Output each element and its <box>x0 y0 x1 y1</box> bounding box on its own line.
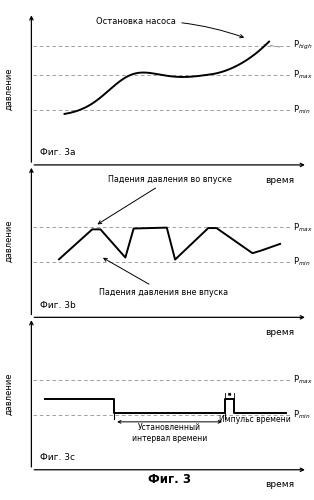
Text: P$_{min}$: P$_{min}$ <box>293 104 310 116</box>
Text: Падения давления во впуске: Падения давления во впуске <box>98 175 231 224</box>
Text: Остановка насоса: Остановка насоса <box>96 16 243 38</box>
Text: время: время <box>266 328 295 337</box>
Text: P$_{high}$: P$_{high}$ <box>293 40 312 52</box>
Text: время: время <box>266 176 295 184</box>
Text: Установленный
интервал времени: Установленный интервал времени <box>132 424 207 442</box>
Text: Импульс времени: Импульс времени <box>219 414 291 424</box>
Text: время: время <box>266 480 295 490</box>
Text: Падения давления вне впуска: Падения давления вне впуска <box>100 258 229 298</box>
Text: P$_{max}$: P$_{max}$ <box>293 374 312 386</box>
Text: P$_{min}$: P$_{min}$ <box>293 256 310 268</box>
Text: давление: давление <box>5 372 14 415</box>
Text: давление: давление <box>5 220 14 262</box>
Text: P$_{max}$: P$_{max}$ <box>293 221 312 234</box>
Text: Фиг. 3c: Фиг. 3c <box>40 453 75 462</box>
Text: давление: давление <box>5 68 14 110</box>
Text: Фиг. 3: Фиг. 3 <box>148 473 191 486</box>
Text: Фиг. 3b: Фиг. 3b <box>40 300 75 310</box>
Text: P$_{min}$: P$_{min}$ <box>293 408 310 421</box>
Text: Фиг. 3a: Фиг. 3a <box>40 148 75 158</box>
Text: P$_{max}$: P$_{max}$ <box>293 68 312 81</box>
